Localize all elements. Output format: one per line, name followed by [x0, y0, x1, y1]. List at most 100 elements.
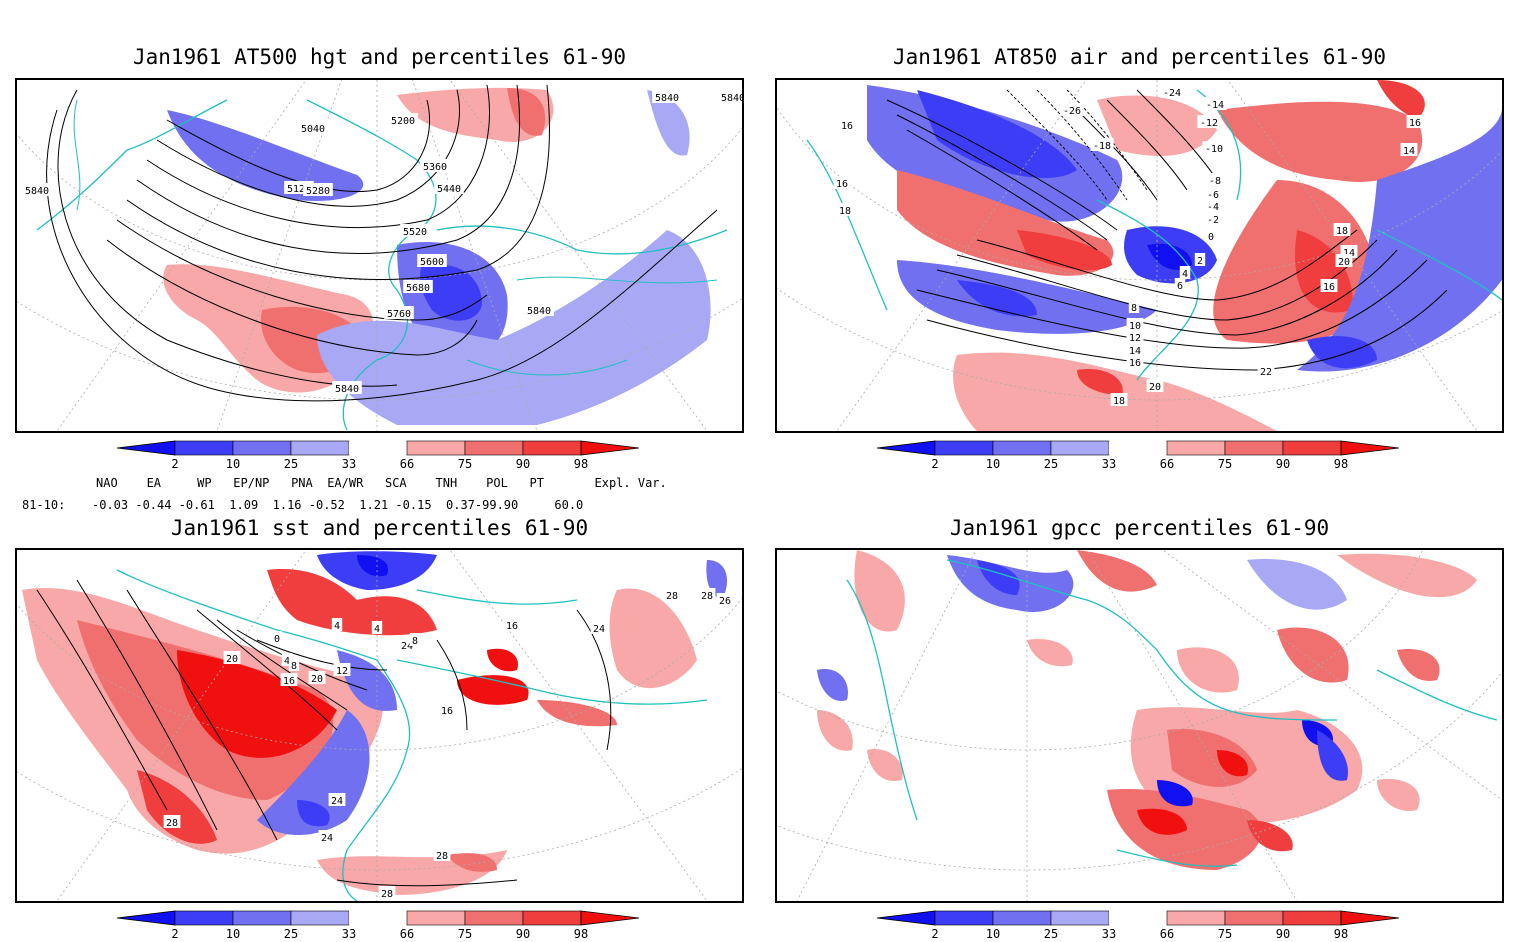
- panel-title-air: Jan1961 AT850 air and percentiles 61-90: [892, 45, 1387, 69]
- colorbar-swatch: [349, 911, 407, 925]
- coastline: [73, 99, 718, 376]
- anomaly-red: [447, 853, 497, 872]
- contour-label-bg: [1406, 115, 1424, 128]
- colorbar-tick-label: 90: [516, 927, 530, 941]
- colorbar-sst: 2 10 25 33 66 75 90 98: [110, 908, 650, 942]
- contour-label: 28: [701, 591, 713, 602]
- colorbar-tick-label: 98: [574, 457, 588, 471]
- map-panel-gpcc: [775, 548, 1504, 903]
- colorbar-swatch: [522, 910, 582, 926]
- colorbar-swatch: [290, 440, 350, 456]
- colorbar-tick-label: 66: [1160, 927, 1174, 941]
- contour-label-bg: [403, 280, 433, 293]
- contour-label: -2: [1207, 215, 1219, 226]
- colorbar-arrow-high: [1340, 910, 1400, 926]
- contour-label: 12: [1129, 333, 1141, 344]
- colorbar-tick-label: 98: [1334, 927, 1348, 941]
- colorbar-tick-label: 98: [574, 927, 588, 941]
- contour-label: 4: [374, 624, 380, 635]
- contour-label: 12: [336, 666, 348, 677]
- colorbar-arrow-low: [876, 910, 936, 926]
- contour-label: 16: [1409, 118, 1421, 129]
- contour-label-bg: [1146, 379, 1164, 392]
- contour-label-bg: [417, 254, 447, 267]
- contour-label: 5520: [403, 227, 427, 238]
- contour-label: 5760: [387, 309, 411, 320]
- colorbar-tick-label: 98: [1334, 457, 1348, 471]
- contour-label-bg: [1197, 115, 1221, 128]
- colorbar-swatch: [174, 440, 234, 456]
- anomaly-red: [1017, 230, 1112, 271]
- anomaly-red: [267, 569, 437, 636]
- contour-label: 20: [1149, 382, 1161, 393]
- contour-label: 22: [1260, 367, 1272, 378]
- contour-label: 5040: [301, 124, 325, 135]
- anomaly-red: [487, 648, 518, 672]
- anomaly-red: [507, 88, 546, 136]
- contour-label-bg: [1206, 173, 1224, 186]
- contour-label-bg: [223, 651, 241, 664]
- contour-label: 20: [226, 654, 238, 665]
- colorbar-tick-label: 10: [986, 927, 1000, 941]
- colorbar-air: 2 10 25 33 66 75 90 98: [870, 438, 1410, 472]
- contour-label-bg: [698, 588, 716, 601]
- anomaly-speckles: [817, 550, 1477, 870]
- colorbar-arrow-high: [580, 440, 640, 456]
- contour-label-bg: [281, 653, 293, 666]
- contour-label: 28: [166, 818, 178, 829]
- indices-values: -0.03 -0.44 -0.61 1.09 1.16 -0.52 1.21 -…: [92, 498, 584, 512]
- contour-label-bg: [388, 113, 418, 126]
- contour-label: 24: [321, 833, 333, 844]
- contour-label-bg: [328, 793, 346, 806]
- anomaly-blue: [1147, 243, 1192, 270]
- contour-label-bg: [1204, 187, 1222, 200]
- anomaly-red: [1295, 230, 1353, 313]
- anomaly-blue: [897, 260, 1157, 334]
- colorbar-swatch: [934, 910, 994, 926]
- contour-label-bg: [1126, 343, 1144, 356]
- anomaly-blue: [957, 280, 1037, 317]
- colorbar-swatch: [1282, 440, 1342, 456]
- colorbar-swatch: [1109, 911, 1167, 925]
- contour-label-bg: [420, 159, 450, 172]
- contour-label: 8: [412, 636, 418, 647]
- colorbar-tick-label: 10: [986, 457, 1000, 471]
- contour-label-bg: [833, 176, 851, 189]
- contour-label-bg: [663, 588, 681, 601]
- map-panel-air: -26 -24 -18 -14 -12 -10 -8 -6 -4 -2 0 2 4 6 8 10 12 14 16 1…: [775, 78, 1504, 433]
- contour-label: 5600: [420, 257, 444, 268]
- anomaly-red: [457, 675, 529, 705]
- colorbar-tick-label: 75: [458, 927, 472, 941]
- contour-label-bg: [303, 183, 333, 196]
- contour-label-bg: [1204, 212, 1222, 225]
- colorbar-arrow-low: [116, 910, 176, 926]
- anomaly-red: [1377, 80, 1425, 120]
- colorbar-swatch: [174, 910, 234, 926]
- coastline: [846, 559, 1498, 867]
- colorbar-tick-label: 75: [1218, 457, 1232, 471]
- contour-label: 5440: [437, 184, 461, 195]
- coastline: [36, 99, 728, 431]
- contour-label-bg: [384, 306, 414, 319]
- colorbar-tick-label: 25: [1044, 927, 1058, 941]
- contour-label: -26: [1063, 106, 1081, 117]
- colorbar-tick-label: 2: [931, 927, 938, 941]
- contour-label-bg: [1090, 138, 1114, 151]
- contour-label: 6: [1177, 281, 1183, 292]
- contour-label-bg: [1126, 330, 1144, 343]
- contour-label-bg: [288, 658, 300, 671]
- colorbar-hgt: 2 10 25 33 66 75 90 98: [110, 438, 650, 472]
- contour-label-bg: [590, 621, 608, 634]
- anomaly-red: [609, 588, 697, 689]
- contour-label: 5840: [721, 93, 742, 104]
- contour-label-bg: [332, 381, 362, 394]
- contour-label: -18: [1093, 141, 1111, 152]
- contour-label-bg: [318, 830, 336, 843]
- contour-label: 16: [506, 621, 518, 632]
- colorbar-tick-label: 90: [1276, 457, 1290, 471]
- contour-label-bg: [718, 90, 742, 103]
- colorbar-tick-label: 90: [1276, 927, 1290, 941]
- contour-label-bg: [836, 203, 854, 216]
- contour-label: 18: [1336, 226, 1348, 237]
- contour-label: 16: [1129, 358, 1141, 369]
